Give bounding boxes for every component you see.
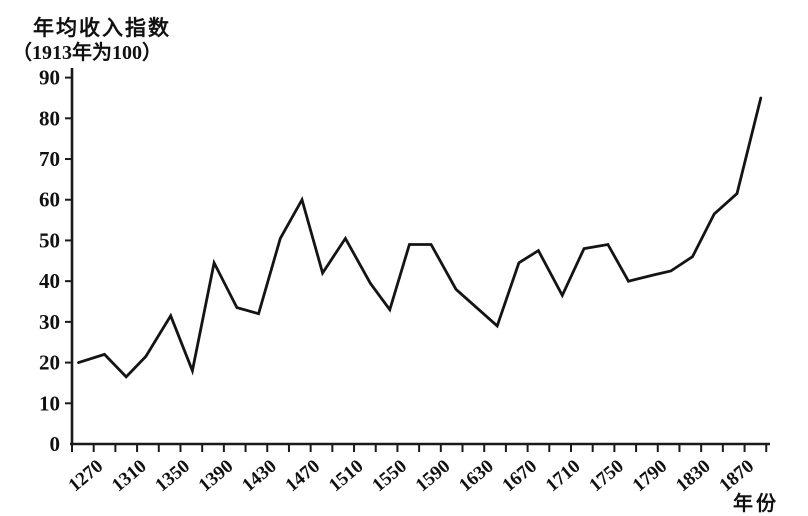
x-tick-label: 1310 [108, 456, 151, 497]
x-tick-label: 1590 [412, 456, 455, 497]
y-tick-label: 70 [39, 147, 60, 171]
y-tick-label: 60 [39, 188, 60, 212]
x-tick-label: 1830 [672, 456, 715, 497]
y-tick-label: 0 [50, 432, 61, 456]
y-tick-label: 50 [39, 228, 60, 252]
y-tick-label: 20 [39, 351, 60, 375]
x-tick-label: 1270 [65, 456, 108, 497]
x-tick-label: 1390 [195, 456, 238, 497]
x-tick-label: 1510 [325, 456, 368, 497]
y-tick-label: 80 [39, 106, 60, 130]
chart-title: 年均收入指数 [33, 16, 171, 40]
y-tick-label: 40 [39, 269, 60, 293]
tick-marks [65, 76, 768, 452]
x-tick-label: 1630 [455, 456, 498, 497]
y-tick-label: 30 [39, 310, 60, 334]
x-tick-label: 1430 [238, 456, 281, 497]
axes [70, 68, 770, 446]
y-tick-label: 10 [39, 391, 60, 415]
x-tick-label: 1750 [585, 456, 628, 497]
x-tick-label: 1550 [368, 456, 411, 497]
x-tick-label: 1670 [499, 456, 542, 497]
x-tick-label: 1350 [151, 456, 194, 497]
y-tick-label: 90 [39, 66, 60, 90]
income-series-line [77, 96, 763, 379]
chart-subtitle: （1913年为100） [12, 42, 162, 64]
x-tick-label: 1470 [282, 456, 325, 497]
x-tick-label: 1710 [542, 456, 585, 497]
x-axis-label: 年份 [733, 493, 779, 515]
x-tick-label: 1790 [629, 456, 672, 497]
